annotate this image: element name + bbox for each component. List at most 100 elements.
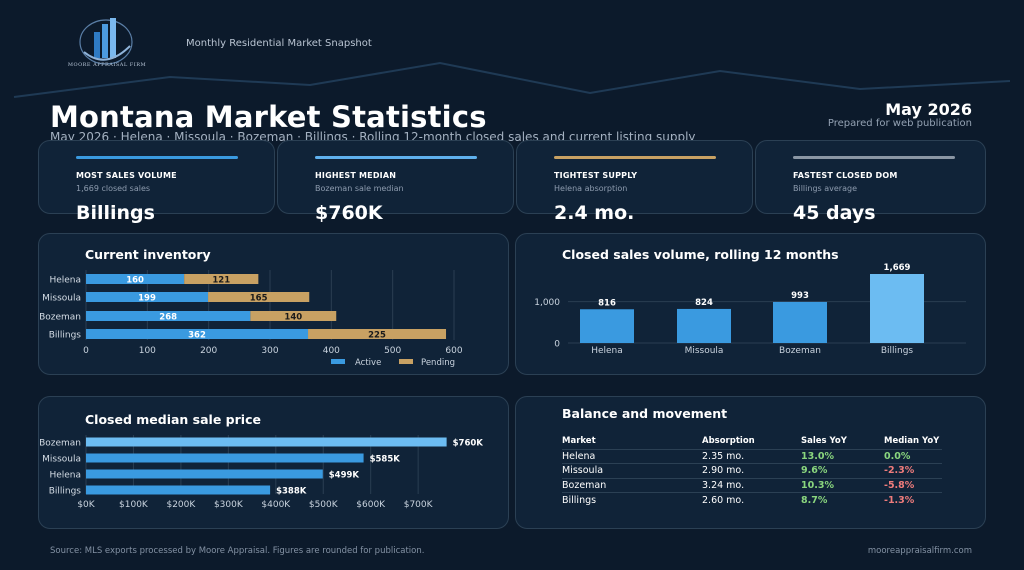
market-cell: Helena <box>562 448 702 464</box>
pending-bar <box>184 274 259 284</box>
category-label: Helena <box>49 276 81 286</box>
category-label: Missoula <box>42 455 81 465</box>
inventory-panel: Current inventory 0 100 200 300 400 500 600 Hel… <box>38 233 509 375</box>
kpi-sub: Billings average <box>793 184 857 193</box>
sales-yoy-cell: 10.3% <box>801 477 884 493</box>
x-tick-label: 500 <box>384 346 401 356</box>
volume-chart: 0 1,000 816 Helena 824 Missoula 993 Bozeman 1,66… <box>534 263 966 356</box>
legend-label-pending: Pending <box>421 358 455 368</box>
kpi-label: FASTEST CLOSED DOM <box>793 171 898 180</box>
x-tick-label: Helena <box>591 346 623 356</box>
bar-value-label: 824 <box>695 298 713 308</box>
kpi-label: HIGHEST MEDIAN <box>315 171 397 180</box>
market-cell: Missoula <box>562 463 702 478</box>
x-tick-label: Bozeman <box>779 346 821 356</box>
active-bar <box>86 292 209 302</box>
price-panel: Closed median sale price $0K $100K $200K $3… <box>38 396 509 529</box>
active-value-label: 362 <box>188 331 206 341</box>
price-bar <box>86 437 447 447</box>
kpi-card-fastest-dom: FASTEST CLOSED DOM Billings average 45 d… <box>755 140 986 224</box>
kpi-accent-bar <box>554 156 716 159</box>
kpi-value: 45 days <box>793 202 876 224</box>
active-bar <box>86 329 309 339</box>
absorption-cell: 2.35 mo. <box>702 448 801 464</box>
prepared-note: Prepared for web publication <box>827 118 972 129</box>
x-tick-label: 400 <box>323 346 340 356</box>
mountain-ridge-decoration <box>13 61 1011 98</box>
y-tick-label: 1,000 <box>534 298 560 308</box>
category-label: Missoula <box>42 294 81 304</box>
pending-value-label: 165 <box>250 294 268 304</box>
x-tick-label: 100 <box>139 346 156 356</box>
x-tick-label: $300K <box>214 500 244 510</box>
balance-title: Balance and movement <box>562 406 728 421</box>
absorption-cell: 2.60 mo. <box>702 492 801 507</box>
kpi-accent-bar <box>76 156 238 159</box>
x-tick-label: $200K <box>166 500 196 510</box>
kpi-card-tightest-supply: TIGHTEST SUPPLY Helena absorption 2.4 mo… <box>516 140 753 224</box>
x-tick-label: 200 <box>200 346 217 356</box>
market-cell: Bozeman <box>562 477 702 493</box>
x-tick-label: $500K <box>309 500 339 510</box>
kpi-sub: Helena absorption <box>554 184 628 193</box>
active-value-label: 199 <box>138 294 156 304</box>
logo-text: MOORE APPRAISAL FIRM <box>67 62 147 68</box>
x-tick-label: $600K <box>356 500 386 510</box>
legend-swatch-pending <box>399 359 413 364</box>
kpi-value: $760K <box>315 202 383 224</box>
median-yoy-cell: -1.3% <box>884 492 942 507</box>
pending-bar <box>208 292 310 302</box>
median-yoy-cell: -2.3% <box>884 463 942 478</box>
category-label: Billings <box>49 487 82 497</box>
category-label: Bozeman <box>39 439 81 449</box>
snapshot-label: Monthly Residential Market Snapshot <box>186 38 372 49</box>
column-header: Sales YoY <box>801 435 847 446</box>
volume-title: Closed sales volume, rolling 12 months <box>562 247 839 262</box>
kpi-label: TIGHTEST SUPPLY <box>554 171 638 180</box>
bar-value-label: $585K <box>370 455 401 465</box>
market-cell: Billings <box>562 492 702 507</box>
table-row: Bozeman 3.24 mo. 10.3% -5.8% <box>562 477 942 493</box>
legend-swatch-active <box>331 359 345 364</box>
kpi-label: MOST SALES VOLUME <box>76 171 177 180</box>
median-yoy-cell: -5.8% <box>884 477 942 493</box>
x-tick-label: $700K <box>404 500 434 510</box>
x-tick-label: $400K <box>261 500 291 510</box>
bar-value-label: 816 <box>598 298 616 308</box>
kpi-accent-bar <box>315 156 477 159</box>
sales-yoy-cell: 8.7% <box>801 492 884 507</box>
price-chart: $0K $100K $200K $300K $400K $500K $600K $700K Bo… <box>39 435 483 510</box>
x-tick-label: 0 <box>83 346 89 356</box>
price-bar <box>86 453 364 463</box>
volume-bar <box>773 301 827 343</box>
bar-value-label: 1,669 <box>884 263 911 273</box>
sales-yoy-cell: 9.6% <box>801 463 884 478</box>
pending-value-label: 225 <box>368 331 386 341</box>
sales-yoy-cell: 13.0% <box>801 448 884 464</box>
kpi-sub: Bozeman sale median <box>315 184 404 193</box>
absorption-cell: 2.90 mo. <box>702 463 801 478</box>
table-header-row: Market Absorption Sales YoY Median YoY <box>562 433 942 449</box>
active-value-label: 160 <box>126 276 144 286</box>
pending-value-label: 140 <box>284 313 302 323</box>
pending-value-label: 121 <box>212 276 230 286</box>
y-tick-label: 0 <box>554 340 560 350</box>
pending-bar <box>250 311 337 321</box>
kpi-value: Billings <box>76 202 155 224</box>
column-header: Market <box>562 435 596 446</box>
x-tick-label: $100K <box>119 500 149 510</box>
company-logo <box>79 18 133 65</box>
category-label: Bozeman <box>39 313 81 323</box>
site-link[interactable]: mooreappraisalfirm.com <box>867 546 972 556</box>
active-bar <box>86 311 251 321</box>
table-row: Missoula 2.90 mo. 9.6% -2.3% <box>562 463 942 478</box>
median-yoy-cell: 0.0% <box>884 448 942 464</box>
inventory-title: Current inventory <box>85 247 211 262</box>
table-row: Helena 2.35 mo. 13.0% 0.0% <box>562 448 942 464</box>
source-note: Source: MLS exports processed by Moore A… <box>50 546 425 556</box>
kpi-accent-bar <box>793 156 955 159</box>
volume-bar <box>870 274 924 343</box>
column-header: Absorption <box>702 435 755 446</box>
volume-bar <box>677 308 731 343</box>
x-tick-label: Billings <box>881 346 914 356</box>
